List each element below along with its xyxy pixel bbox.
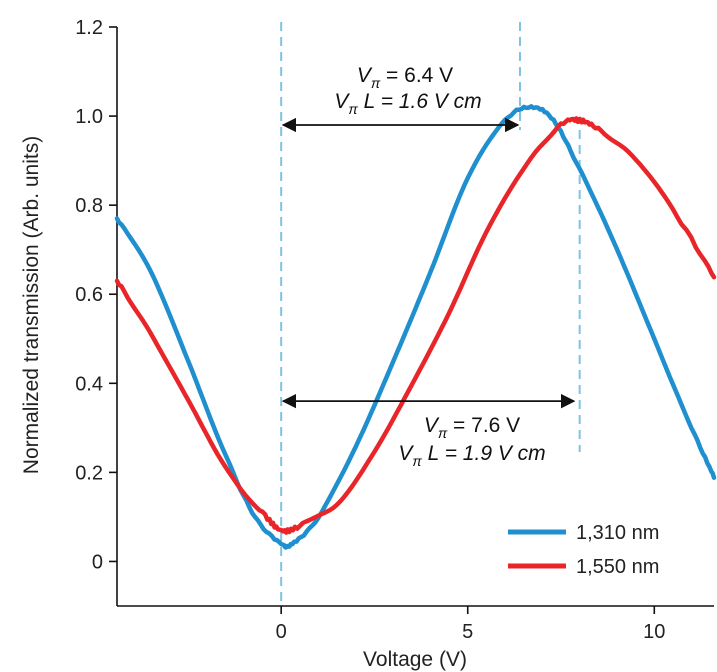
- series-line-1550: [114, 116, 717, 535]
- x-tick-label: 10: [643, 621, 665, 643]
- y-tick-label: 0.6: [75, 284, 103, 306]
- legend-label-1310: 1,310 nm: [576, 522, 659, 544]
- y-tick-label: 0.4: [75, 373, 103, 395]
- y-tick-label: 0.2: [75, 462, 103, 484]
- series-line-1310: [114, 104, 717, 550]
- x-tick-label: 0: [276, 621, 287, 643]
- x-tick-label: 5: [462, 621, 473, 643]
- annotation-vpi-1310: Vπ = 6.4 V: [357, 64, 453, 91]
- y-tick-label: 0: [92, 551, 103, 573]
- annotation-vpil-1550: Vπ L = 1.9 V cm: [398, 442, 545, 469]
- x-axis-title: Voltage (V): [363, 648, 467, 671]
- legend-label-1550: 1,550 nm: [576, 556, 659, 578]
- annotation-vpil-1310: Vπ L = 1.6 V cm: [334, 90, 481, 117]
- legend: 1,310 nm 1,550 nm: [508, 522, 659, 578]
- y-tick-label: 1.2: [75, 17, 103, 39]
- annotation-vpi-1550: Vπ = 7.6 V: [424, 414, 520, 441]
- y-tick-label: 1.0: [75, 106, 103, 128]
- y-tick-label: 0.8: [75, 195, 103, 217]
- y-axis-title: Normalized transmission (Arb. units): [20, 136, 43, 474]
